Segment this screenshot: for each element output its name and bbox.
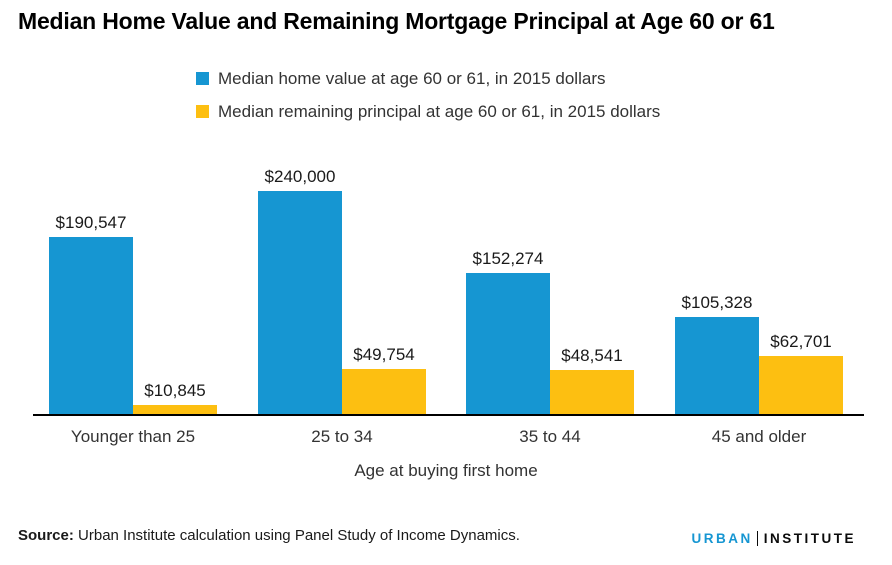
logo-urban-text: URBAN [691,531,753,546]
bar-value-label: $62,701 [770,332,832,351]
urban-institute-logo: URBAN INSTITUTE [692,531,857,546]
legend-item-home-value: Median home value at age 60 or 61, in 20… [196,68,660,89]
legend-swatch-blue-icon [196,72,209,85]
bar-value-label: $190,547 [55,213,127,232]
bar-value-label: $48,541 [561,346,623,365]
bar-value-label: $49,754 [353,345,415,364]
bar-remaining-principal-1 [342,369,426,415]
source-text: Urban Institute calculation using Panel … [73,527,520,544]
source-note: Source: Urban Institute calculation usin… [18,527,520,544]
legend-item-remaining-principal: Median remaining principal at age 60 or … [196,101,660,122]
x-axis-category-label: 35 to 44 [519,427,581,446]
x-axis-line [33,414,864,416]
logo-institute-text: INSTITUTE [763,531,856,546]
bar-value-label: $10,845 [144,381,206,400]
x-axis-category-label: Younger than 25 [70,427,196,446]
bar-remaining-principal-3 [759,356,843,415]
bar-remaining-principal-0 [133,405,217,415]
logo-divider [756,531,758,546]
bar-home-value-0 [49,237,133,415]
bar-home-value-2 [466,273,550,415]
bar-remaining-principal-2 [550,370,634,415]
legend-label-remaining-principal: Median remaining principal at age 60 or … [218,101,661,121]
x-axis-title: Age at buying first home [354,461,538,480]
legend: Median home value at age 60 or 61, in 20… [196,68,660,134]
legend-label-home-value: Median home value at age 60 or 61, in 20… [218,68,606,88]
bar-home-value-3 [675,317,759,415]
source-prefix: Source: [18,527,74,544]
x-axis-category-label: 25 to 34 [311,427,373,446]
legend-swatch-yellow-icon [196,105,209,118]
bar-value-label: $152,274 [472,249,544,268]
chart-title: Median Home Value and Remaining Mortgage… [18,8,775,34]
bar-home-value-1 [258,191,342,415]
bar-value-label: $105,328 [681,293,753,312]
bar-value-label: $240,000 [264,167,336,186]
x-axis-category-label: 45 and older [711,427,807,446]
